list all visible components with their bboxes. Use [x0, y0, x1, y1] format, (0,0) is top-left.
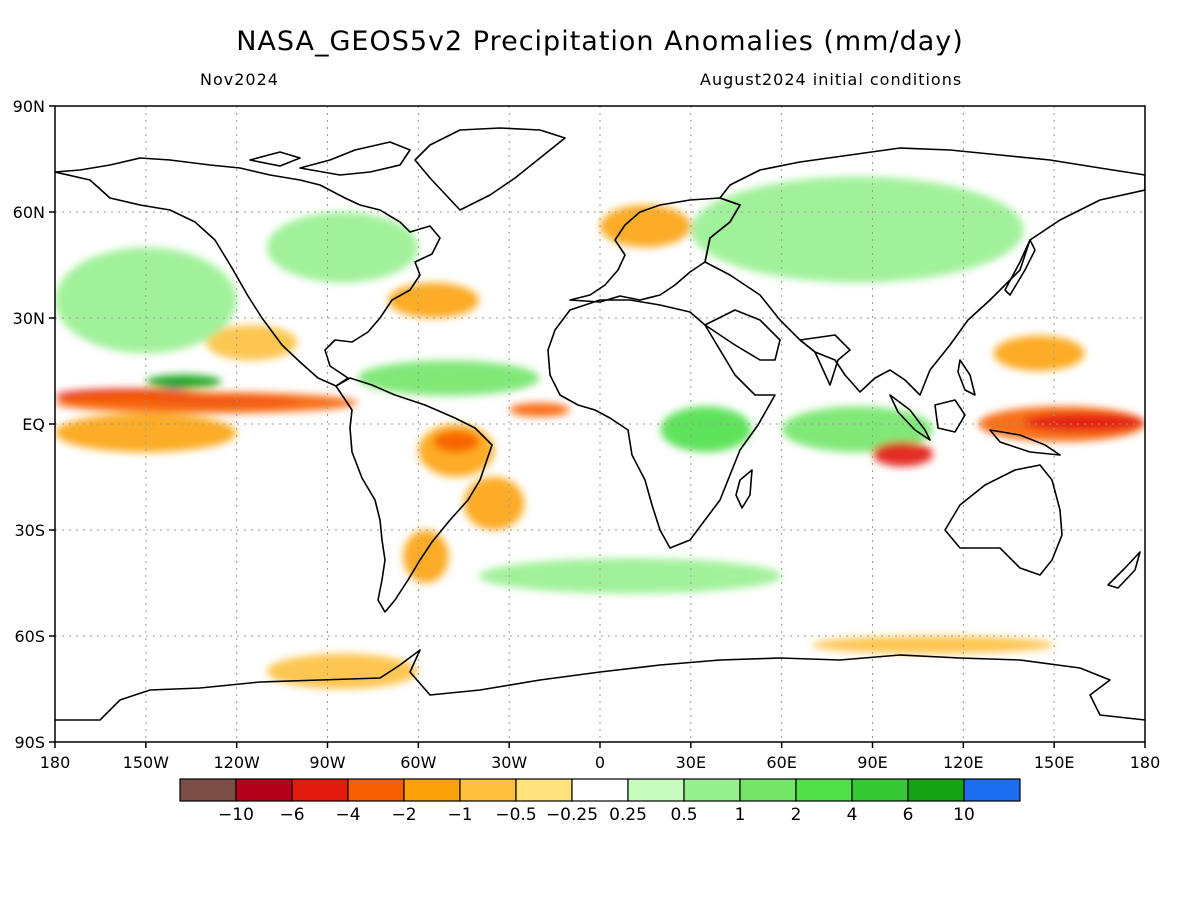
forecast-month: Nov2024 — [200, 70, 279, 89]
colorbar-label: 0.5 — [670, 805, 697, 825]
colorbar-label: 10 — [953, 805, 975, 825]
anomaly-region — [463, 477, 525, 530]
coastline-antarctica — [55, 649, 1145, 721]
coastline-new-guinea — [989, 429, 1061, 456]
colorbar-swatch — [851, 778, 909, 802]
coastline-japan — [1004, 239, 1036, 296]
lon-label: 60E — [766, 753, 796, 772]
coastline-philippines — [957, 359, 976, 396]
colorbar-swatch — [571, 778, 629, 802]
coastline-arctic-islands — [249, 141, 411, 176]
colorbar-swatch — [235, 778, 293, 802]
anomaly-region — [600, 204, 691, 248]
coastline-sumatra — [889, 394, 931, 441]
anomaly-region — [1023, 413, 1145, 432]
coastline-madagascar — [735, 469, 753, 509]
colorbar-swatch — [179, 778, 237, 802]
anomaly-region — [55, 247, 237, 354]
colorbar-swatch — [963, 778, 1021, 802]
colorbar-label: −6 — [279, 805, 304, 825]
axis-ticks — [49, 105, 1146, 748]
colorbar-label: 1 — [735, 805, 746, 825]
coastline-australia — [944, 464, 1063, 576]
colorbar-label: 0.25 — [609, 805, 647, 825]
anomaly-region — [690, 176, 1024, 283]
colorbar-label: −10 — [218, 805, 254, 825]
anomaly-region — [872, 441, 934, 467]
coastline-north-america — [55, 157, 441, 387]
lat-label: 30N — [13, 309, 45, 328]
anomaly-region — [811, 636, 1055, 654]
lat-label: 90N — [13, 97, 45, 116]
anomaly-region — [403, 530, 449, 583]
coastline-greenland — [414, 127, 566, 211]
grid-lines — [55, 106, 1145, 742]
colorbar-label: −0.25 — [546, 805, 598, 825]
lat-label: 90S — [14, 733, 45, 752]
colorbar-label: −1 — [447, 805, 472, 825]
latitude-labels: 90N 60N 30N EQ 30S 60S 90S — [13, 97, 45, 752]
coastline-borneo — [934, 399, 966, 433]
colorbar-swatch — [347, 778, 405, 802]
lat-label: 60S — [14, 627, 45, 646]
lat-label: 30S — [14, 521, 45, 540]
coastline-africa — [547, 299, 776, 549]
colorbar-label: 4 — [847, 805, 858, 825]
lon-label: 120W — [213, 753, 260, 772]
initial-conditions: August2024 initial conditions — [700, 70, 963, 89]
colorbar — [179, 778, 1021, 802]
lon-label: 90W — [309, 753, 345, 772]
coastline-india — [799, 334, 851, 386]
colorbar-label: −2 — [391, 805, 416, 825]
anomaly-region — [781, 406, 934, 453]
colorbar-label: −0.5 — [495, 805, 536, 825]
anomaly-region — [478, 558, 782, 594]
coastline-arabia — [704, 309, 781, 361]
colorbar-label: 6 — [903, 805, 914, 825]
coastlines — [55, 127, 1145, 721]
colorbar-swatch — [683, 778, 741, 802]
colorbar-swatch — [459, 778, 517, 802]
lon-label: 60W — [400, 753, 436, 772]
lon-label: 30E — [676, 753, 706, 772]
anomaly-region — [993, 335, 1085, 372]
lon-label: 30W — [491, 753, 527, 772]
colorbar-swatch — [739, 778, 797, 802]
anomaly-layer — [55, 176, 1145, 689]
anomaly-region — [266, 653, 419, 689]
colorbar-labels: −10 −6 −4 −2 −1 −0.5 −0.25 0.25 0.5 1 2 4 6 10 — [218, 805, 975, 825]
colorbar-label: 2 — [791, 805, 802, 825]
lat-label: 60N — [13, 203, 45, 222]
anomaly-region — [145, 374, 222, 389]
coastline-south-america — [335, 377, 493, 613]
coastline-new-zealand — [1107, 551, 1141, 589]
lon-label: 180 — [40, 753, 71, 772]
anomaly-region — [660, 406, 752, 453]
anomaly-region — [509, 402, 570, 417]
anomaly-region — [266, 212, 419, 283]
lon-label: 180 — [1130, 753, 1161, 772]
colorbar-swatch — [291, 778, 349, 802]
anomaly-region — [55, 392, 358, 414]
colorbar-swatch — [403, 778, 461, 802]
anomaly-region — [433, 431, 479, 453]
longitude-labels: 180 150W 120W 90W 60W 30W 0 30E 60E 90E 120E 150E 18… — [40, 753, 1161, 772]
lon-label: 0 — [595, 753, 605, 772]
lon-label: 120E — [943, 753, 984, 772]
lat-label: EQ — [22, 415, 45, 434]
map-title: NASA_GEOS5v2 Precipitation Anomalies (mm… — [236, 26, 964, 57]
lon-label: 150E — [1034, 753, 1075, 772]
colorbar-swatch — [627, 778, 685, 802]
lon-label: 150W — [123, 753, 170, 772]
anomaly-region — [357, 360, 540, 396]
anomaly-region — [388, 282, 479, 319]
colorbar-swatch — [907, 778, 965, 802]
colorbar-swatch — [795, 778, 853, 802]
colorbar-swatch — [515, 778, 573, 802]
anomaly-region — [55, 413, 237, 453]
lon-label: 90E — [857, 753, 887, 772]
colorbar-label: −4 — [335, 805, 360, 825]
